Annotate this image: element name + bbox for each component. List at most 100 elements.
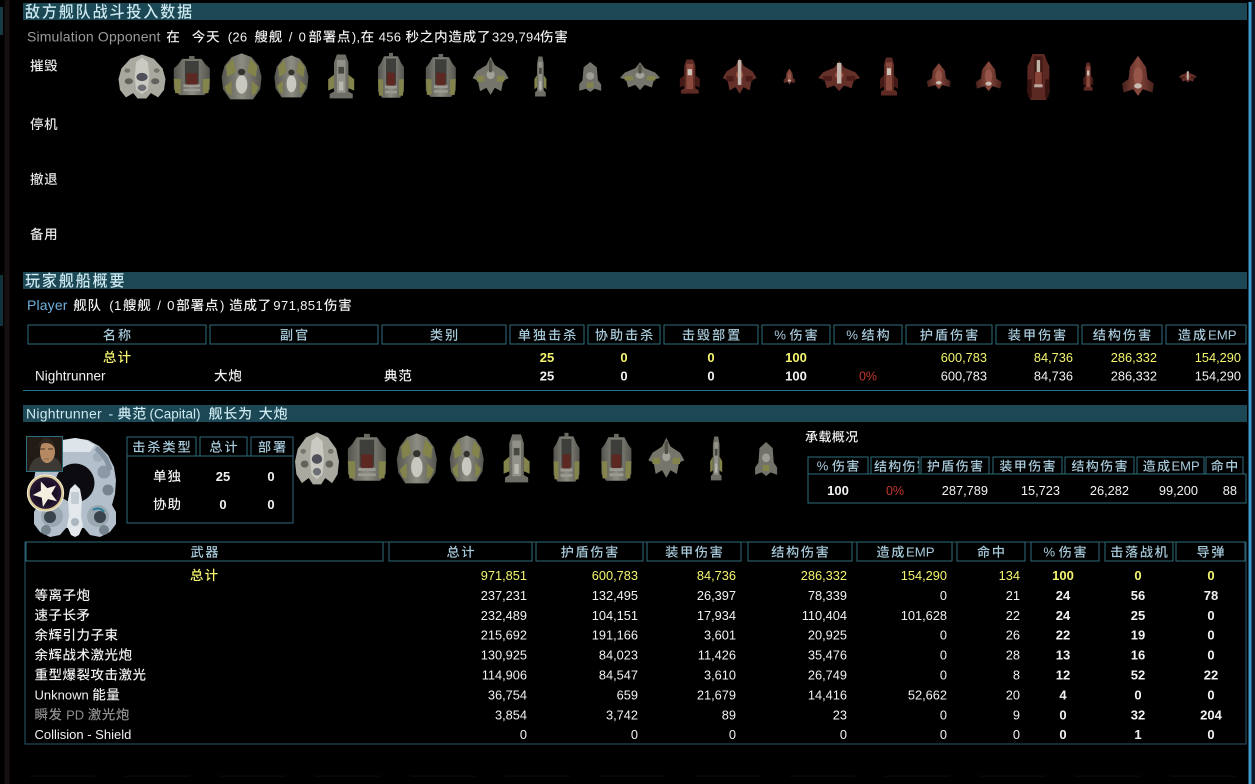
svg-text:25: 25 bbox=[540, 350, 554, 365]
svg-text:104,151: 104,151 bbox=[592, 608, 638, 623]
svg-text:0: 0 bbox=[940, 588, 947, 603]
svg-text:Player: Player bbox=[27, 297, 68, 313]
svg-text:3,742: 3,742 bbox=[606, 707, 638, 722]
svg-text:0: 0 bbox=[707, 369, 714, 384]
svg-text:16: 16 bbox=[1131, 648, 1145, 663]
svg-text:286,332: 286,332 bbox=[1111, 369, 1157, 384]
svg-text:0: 0 bbox=[940, 628, 947, 643]
svg-text:0: 0 bbox=[1059, 727, 1066, 742]
svg-text:36,754: 36,754 bbox=[488, 687, 527, 702]
svg-text:26: 26 bbox=[1006, 628, 1020, 643]
svg-text:114,906: 114,906 bbox=[482, 668, 527, 683]
svg-text:3,610: 3,610 bbox=[704, 668, 736, 683]
svg-text:): ) bbox=[220, 298, 225, 313]
svg-text:25: 25 bbox=[540, 369, 554, 384]
svg-text:0: 0 bbox=[520, 727, 527, 742]
svg-text:26,397: 26,397 bbox=[697, 588, 736, 603]
svg-text:Nightrunner: Nightrunner bbox=[26, 406, 102, 422]
svg-text:Nightrunner: Nightrunner bbox=[35, 369, 106, 384]
svg-text:0: 0 bbox=[940, 668, 947, 683]
svg-text:24: 24 bbox=[1056, 608, 1071, 623]
svg-text:286,332: 286,332 bbox=[1111, 350, 1157, 365]
svg-text:215,692: 215,692 bbox=[481, 628, 527, 643]
svg-text:0: 0 bbox=[299, 30, 307, 45]
svg-text:154,290: 154,290 bbox=[1195, 369, 1241, 384]
svg-text:52: 52 bbox=[1131, 668, 1145, 683]
svg-text:0: 0 bbox=[1207, 687, 1214, 702]
svg-text:12: 12 bbox=[1056, 668, 1070, 683]
svg-text:32: 32 bbox=[1131, 707, 1145, 722]
svg-text:600,783: 600,783 bbox=[941, 369, 987, 384]
svg-text:84,547: 84,547 bbox=[599, 668, 638, 683]
svg-text:101,628: 101,628 bbox=[901, 608, 947, 623]
svg-text:EMP: EMP bbox=[1208, 328, 1237, 343]
svg-text:110,404: 110,404 bbox=[802, 608, 847, 623]
svg-text:99,200: 99,200 bbox=[1159, 483, 1198, 498]
svg-text:9: 9 bbox=[1013, 707, 1020, 722]
svg-text:132,495: 132,495 bbox=[592, 588, 638, 603]
svg-text:89: 89 bbox=[722, 707, 736, 722]
svg-text:84,736: 84,736 bbox=[1034, 369, 1073, 384]
svg-text:%: % bbox=[1043, 545, 1058, 560]
svg-text:0: 0 bbox=[1134, 687, 1141, 702]
svg-text:25: 25 bbox=[1131, 608, 1145, 623]
svg-text:/: / bbox=[157, 298, 161, 313]
svg-text:0: 0 bbox=[840, 727, 847, 742]
svg-text:0: 0 bbox=[620, 369, 627, 384]
svg-text:134: 134 bbox=[999, 568, 1020, 583]
svg-text:%: % bbox=[774, 328, 789, 343]
svg-text:56: 56 bbox=[1131, 588, 1145, 603]
svg-text:0: 0 bbox=[940, 707, 947, 722]
svg-text:154,290: 154,290 bbox=[1195, 350, 1241, 365]
svg-text:20,925: 20,925 bbox=[808, 628, 847, 643]
svg-text:0: 0 bbox=[707, 350, 714, 365]
svg-text:26,749: 26,749 bbox=[808, 668, 847, 683]
svg-text:25: 25 bbox=[216, 469, 230, 484]
svg-text:),: ), bbox=[352, 30, 361, 45]
svg-text:971,851: 971,851 bbox=[273, 298, 323, 313]
svg-text:0: 0 bbox=[1207, 648, 1214, 663]
svg-text:0: 0 bbox=[1207, 568, 1214, 583]
svg-text:0: 0 bbox=[940, 727, 947, 742]
svg-text:EMP: EMP bbox=[906, 545, 935, 560]
svg-text:3,601: 3,601 bbox=[704, 628, 736, 643]
svg-text:659: 659 bbox=[617, 687, 638, 702]
svg-text:100: 100 bbox=[785, 369, 807, 384]
svg-text:0: 0 bbox=[1207, 608, 1214, 623]
svg-text:100: 100 bbox=[785, 350, 807, 365]
svg-text:0: 0 bbox=[267, 469, 274, 484]
svg-text:/: / bbox=[289, 30, 293, 45]
svg-text:84,736: 84,736 bbox=[1034, 350, 1073, 365]
svg-text:26,282: 26,282 bbox=[1090, 483, 1129, 498]
svg-text:130,925: 130,925 bbox=[481, 648, 527, 663]
svg-text:52,662: 52,662 bbox=[908, 687, 947, 702]
svg-text:0: 0 bbox=[620, 350, 627, 365]
svg-text:971,851: 971,851 bbox=[481, 568, 527, 583]
svg-text:Unknown: Unknown bbox=[35, 687, 93, 702]
svg-text:4: 4 bbox=[1059, 687, 1067, 702]
svg-text:0: 0 bbox=[1207, 628, 1214, 643]
svg-text:0: 0 bbox=[940, 648, 947, 663]
svg-text:0: 0 bbox=[1013, 727, 1020, 742]
svg-text:78,339: 78,339 bbox=[808, 588, 847, 603]
svg-text:78: 78 bbox=[1204, 588, 1218, 603]
svg-text:35,476: 35,476 bbox=[808, 648, 847, 663]
svg-text:11,426: 11,426 bbox=[698, 648, 736, 663]
svg-text:EMP: EMP bbox=[1172, 459, 1200, 474]
svg-text:(1: (1 bbox=[109, 298, 121, 313]
svg-text:237,231: 237,231 bbox=[481, 588, 527, 603]
svg-text:3,854: 3,854 bbox=[495, 707, 527, 722]
svg-text:22: 22 bbox=[1006, 608, 1020, 623]
svg-text:191,166: 191,166 bbox=[592, 628, 638, 643]
svg-text:204: 204 bbox=[1200, 707, 1222, 722]
svg-text:0%: 0% bbox=[886, 484, 904, 498]
svg-text:0: 0 bbox=[267, 497, 274, 512]
svg-text:287,789: 287,789 bbox=[942, 483, 988, 498]
svg-text:0: 0 bbox=[1134, 568, 1141, 583]
svg-text:-: - bbox=[109, 406, 114, 422]
svg-text:22: 22 bbox=[1056, 628, 1070, 643]
svg-text:84,023: 84,023 bbox=[599, 648, 638, 663]
svg-text:28: 28 bbox=[1006, 648, 1020, 663]
svg-text:%: % bbox=[846, 328, 861, 343]
svg-text:0: 0 bbox=[219, 497, 226, 512]
